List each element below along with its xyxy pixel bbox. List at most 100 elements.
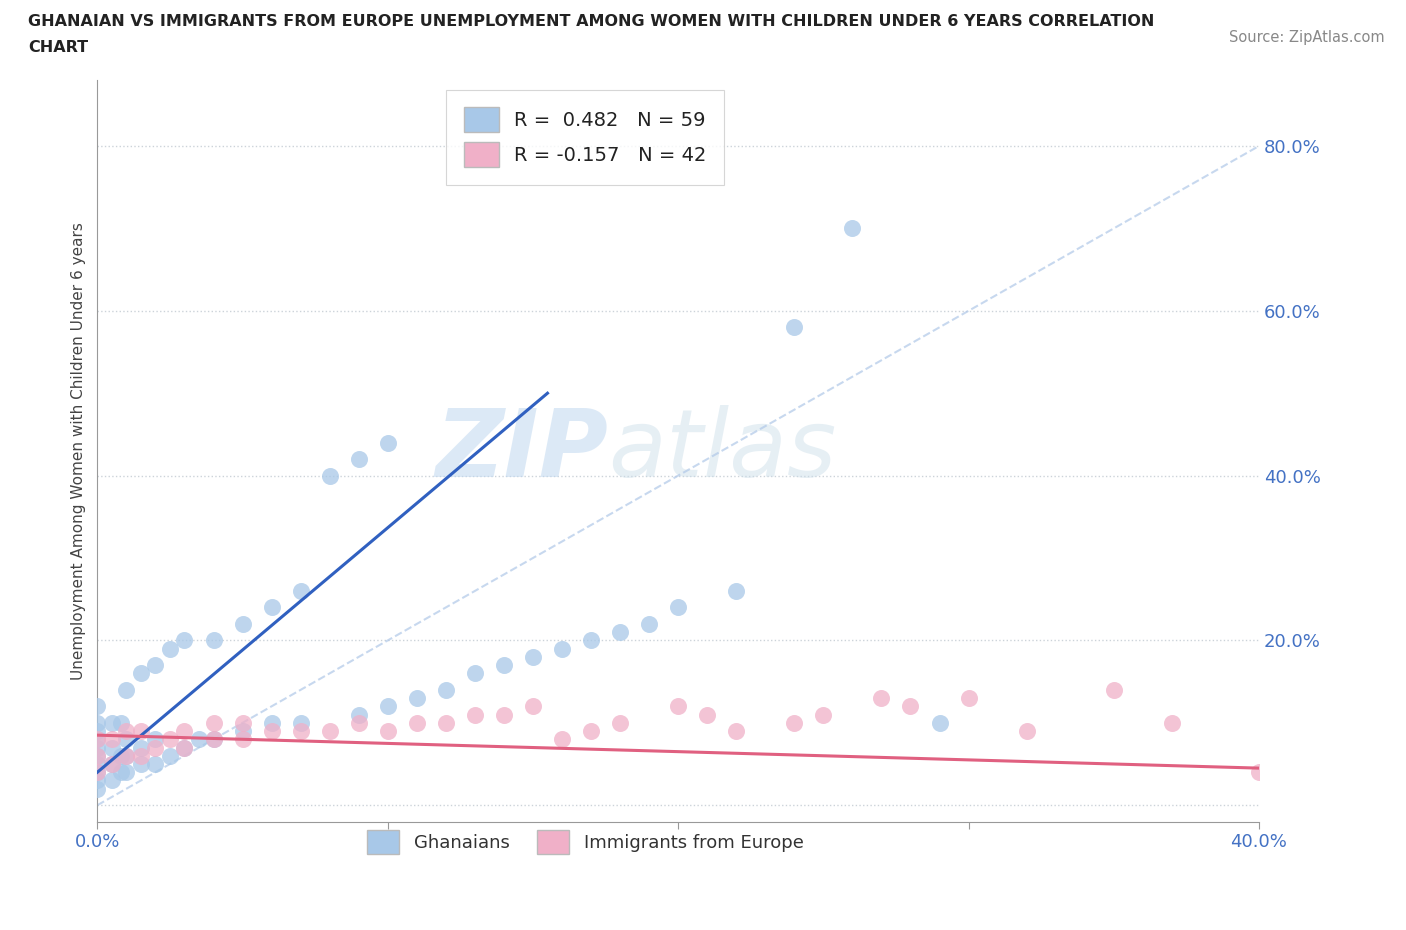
Text: Source: ZipAtlas.com: Source: ZipAtlas.com: [1229, 30, 1385, 45]
Point: [202, 633, 225, 648]
Point: [783, 320, 806, 335]
Point: [110, 764, 132, 779]
Point: [551, 732, 574, 747]
Point: [232, 724, 254, 738]
Point: [522, 698, 544, 713]
Point: [696, 707, 718, 722]
Point: [377, 724, 399, 738]
Point: [725, 583, 748, 598]
Point: [579, 633, 602, 648]
Point: [86, 732, 108, 747]
Point: [492, 658, 515, 672]
Point: [783, 715, 806, 730]
Point: [86, 698, 108, 713]
Text: GHANAIAN VS IMMIGRANTS FROM EUROPE UNEMPLOYMENT AMONG WOMEN WITH CHILDREN UNDER : GHANAIAN VS IMMIGRANTS FROM EUROPE UNEMP…: [28, 14, 1154, 29]
Point: [86, 781, 108, 796]
Point: [202, 732, 225, 747]
Point: [86, 740, 108, 755]
Legend: Ghanaians, Immigrants from Europe: Ghanaians, Immigrants from Europe: [360, 823, 811, 861]
Point: [173, 633, 195, 648]
Point: [666, 698, 689, 713]
Point: [232, 617, 254, 631]
Point: [347, 707, 370, 722]
Text: CHART: CHART: [28, 40, 89, 55]
Point: [188, 732, 211, 747]
Point: [900, 698, 922, 713]
Point: [159, 641, 181, 656]
Point: [101, 740, 124, 755]
Point: [870, 691, 893, 706]
Point: [115, 683, 138, 698]
Point: [115, 764, 138, 779]
Point: [86, 749, 108, 764]
Point: [377, 435, 399, 450]
Point: [405, 715, 427, 730]
Point: [101, 732, 124, 747]
Y-axis label: Unemployment Among Women with Children Under 6 years: Unemployment Among Women with Children U…: [72, 222, 86, 680]
Point: [347, 452, 370, 467]
Point: [290, 724, 312, 738]
Point: [813, 707, 835, 722]
Point: [129, 757, 152, 772]
Point: [173, 724, 195, 738]
Point: [159, 732, 181, 747]
Point: [101, 773, 124, 788]
Point: [579, 724, 602, 738]
Point: [202, 715, 225, 730]
Point: [101, 757, 124, 772]
Point: [145, 757, 167, 772]
Point: [129, 740, 152, 755]
Point: [86, 773, 108, 788]
Text: ZIP: ZIP: [436, 405, 609, 497]
Point: [110, 715, 132, 730]
Point: [115, 724, 138, 738]
Point: [115, 749, 138, 764]
Point: [145, 658, 167, 672]
Text: atlas: atlas: [609, 405, 837, 497]
Point: [260, 715, 283, 730]
Point: [725, 724, 748, 738]
Point: [173, 740, 195, 755]
Point: [318, 724, 340, 738]
Point: [260, 724, 283, 738]
Point: [522, 649, 544, 664]
Point: [318, 468, 340, 483]
Point: [347, 715, 370, 730]
Point: [551, 641, 574, 656]
Point: [173, 740, 195, 755]
Point: [129, 749, 152, 764]
Point: [290, 715, 312, 730]
Point: [101, 757, 124, 772]
Point: [232, 715, 254, 730]
Point: [609, 625, 631, 640]
Point: [115, 732, 138, 747]
Point: [492, 707, 515, 722]
Point: [290, 583, 312, 598]
Point: [434, 683, 457, 698]
Point: [202, 732, 225, 747]
Point: [86, 764, 108, 779]
Point: [232, 732, 254, 747]
Point: [464, 707, 486, 722]
Point: [86, 715, 108, 730]
Point: [609, 715, 631, 730]
Point: [1160, 715, 1182, 730]
Point: [405, 691, 427, 706]
Point: [928, 715, 950, 730]
Point: [129, 724, 152, 738]
Point: [145, 732, 167, 747]
Point: [86, 757, 108, 772]
Point: [129, 666, 152, 681]
Point: [110, 749, 132, 764]
Point: [86, 749, 108, 764]
Point: [1015, 724, 1038, 738]
Point: [666, 600, 689, 615]
Point: [159, 749, 181, 764]
Point: [1102, 683, 1125, 698]
Point: [434, 715, 457, 730]
Point: [86, 732, 108, 747]
Point: [101, 715, 124, 730]
Point: [377, 698, 399, 713]
Point: [145, 740, 167, 755]
Point: [1247, 764, 1270, 779]
